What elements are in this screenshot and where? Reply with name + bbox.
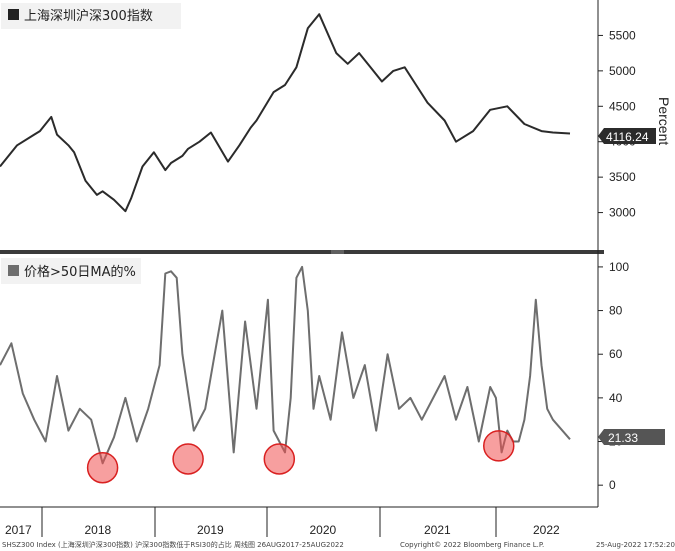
year-label: 2017 bbox=[5, 523, 32, 537]
bottom-y-tick-label: 100 bbox=[609, 260, 629, 274]
footer-source: SHSZ300 Index (上海深圳沪深300指数) 沪深300指数低于RSI… bbox=[2, 540, 344, 549]
x-axis-years: 2017 2018 2019 2020 2021 2022 bbox=[5, 507, 560, 537]
top-y-tick-label: 3000 bbox=[609, 206, 636, 220]
bottom-y-tick-label: 80 bbox=[609, 304, 623, 318]
top-legend-box bbox=[1, 3, 181, 29]
footer-copyright: Copyright© 2022 Bloomberg Finance L.P. bbox=[400, 541, 544, 549]
bottom-series bbox=[0, 265, 571, 465]
top-y-tick-label: 3500 bbox=[609, 170, 636, 184]
footer-timestamp: 25-Aug-2022 17:52:20 bbox=[596, 541, 675, 549]
top-last-value-text: 4116.24 bbox=[606, 130, 649, 144]
bottom-y-ticks: 020406080100 bbox=[598, 260, 629, 492]
bottom-y-tick-label: 40 bbox=[609, 391, 623, 405]
year-label: 2019 bbox=[197, 523, 224, 537]
highlight-marker bbox=[172, 443, 204, 475]
year-label: 2022 bbox=[533, 523, 560, 537]
highlight-marker bbox=[483, 430, 515, 462]
highlight-markers bbox=[86, 430, 515, 484]
year-label: 2020 bbox=[310, 523, 337, 537]
highlight-marker bbox=[263, 443, 296, 475]
breadth-series-line bbox=[0, 265, 571, 465]
year-label: 2018 bbox=[85, 523, 112, 537]
year-label: 2021 bbox=[424, 523, 451, 537]
bottom-y-tick-label: 0 bbox=[609, 478, 616, 492]
index-series-line bbox=[0, 13, 571, 213]
top-y-ticks: 300035004000450050005500 bbox=[598, 28, 636, 220]
panel-divider[interactable] bbox=[0, 250, 604, 254]
top-legend-swatch bbox=[8, 9, 19, 20]
top-y-tick-label: 5500 bbox=[609, 28, 636, 42]
bottom-legend-box bbox=[1, 258, 141, 284]
top-y-axis-label: Percent bbox=[656, 97, 672, 145]
bottom-legend-swatch bbox=[8, 265, 19, 276]
top-last-value-tag: 4116.24 bbox=[598, 128, 656, 144]
bottom-y-tick-label: 60 bbox=[609, 347, 623, 361]
bottom-last-value-tag: 21.33 bbox=[598, 429, 665, 445]
bottom-legend-label: 价格>50日MA的% bbox=[24, 264, 136, 280]
highlight-marker bbox=[86, 451, 119, 484]
top-y-tick-label: 4500 bbox=[609, 99, 636, 113]
top-y-tick-label: 5000 bbox=[609, 64, 636, 78]
top-series bbox=[0, 13, 571, 213]
top-legend-label: 上海深圳沪深300指数 bbox=[24, 8, 153, 24]
bottom-last-value-text: 21.33 bbox=[608, 431, 638, 445]
